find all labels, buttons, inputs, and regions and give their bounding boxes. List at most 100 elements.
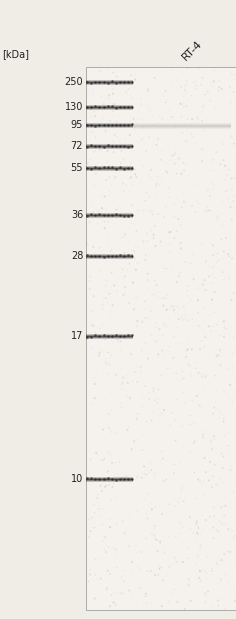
Point <box>177 314 181 324</box>
Point <box>183 119 187 129</box>
Point <box>197 573 201 583</box>
Point <box>181 483 185 493</box>
Point <box>101 305 105 314</box>
Point <box>131 180 135 190</box>
Point <box>117 588 121 598</box>
Point <box>114 331 118 340</box>
Point <box>182 196 185 206</box>
Point <box>188 448 192 457</box>
Point <box>216 595 220 605</box>
Point <box>89 474 93 483</box>
Point <box>215 147 218 157</box>
Point <box>148 457 152 467</box>
Point <box>110 162 114 172</box>
Point <box>122 480 125 490</box>
Point <box>89 526 93 536</box>
Point <box>111 136 115 146</box>
Point <box>203 275 206 285</box>
Point <box>230 254 234 264</box>
Point <box>202 326 205 336</box>
Point <box>175 277 179 287</box>
Point <box>126 331 130 340</box>
Point <box>173 584 176 594</box>
Point <box>85 163 89 173</box>
Point <box>98 144 102 154</box>
Point <box>88 154 92 164</box>
Point <box>154 318 158 327</box>
Point <box>148 263 152 273</box>
Point <box>154 181 158 191</box>
Point <box>232 288 236 298</box>
Point <box>105 468 109 478</box>
Point <box>207 321 211 331</box>
Point <box>85 332 89 342</box>
Bar <box>86 126 133 127</box>
Point <box>194 284 197 294</box>
Point <box>90 474 93 484</box>
Point <box>233 297 236 307</box>
Point <box>93 415 97 425</box>
Point <box>216 211 220 221</box>
Point <box>155 335 159 345</box>
Point <box>157 404 160 414</box>
Point <box>206 185 210 195</box>
Point <box>224 233 228 243</box>
Point <box>132 114 135 124</box>
Point <box>116 335 120 345</box>
Point <box>129 168 132 178</box>
Point <box>143 338 147 348</box>
Point <box>108 601 112 611</box>
Point <box>222 413 226 423</box>
Point <box>190 129 193 139</box>
Point <box>210 295 214 305</box>
Point <box>202 477 206 487</box>
Bar <box>86 79 133 80</box>
Point <box>194 358 198 368</box>
Point <box>147 313 151 322</box>
Point <box>105 275 109 285</box>
Point <box>174 556 178 566</box>
Point <box>228 245 231 255</box>
Point <box>146 236 149 246</box>
Point <box>126 223 130 233</box>
Point <box>201 342 205 352</box>
Point <box>200 426 204 436</box>
Point <box>170 408 173 418</box>
Point <box>114 601 118 611</box>
Point <box>206 87 210 97</box>
Text: 55: 55 <box>71 163 83 173</box>
Point <box>143 313 147 323</box>
Point <box>232 531 236 541</box>
Bar <box>86 124 133 126</box>
Point <box>181 315 185 325</box>
Point <box>110 102 114 111</box>
Point <box>232 203 236 213</box>
Point <box>110 405 114 415</box>
Point <box>121 373 125 383</box>
Point <box>203 489 207 499</box>
Point <box>114 549 118 559</box>
Point <box>119 345 123 355</box>
Point <box>121 232 125 242</box>
Point <box>131 278 135 288</box>
Point <box>165 305 169 314</box>
Bar <box>86 108 133 110</box>
Point <box>196 308 200 318</box>
Point <box>101 425 105 435</box>
Point <box>204 256 208 266</box>
Point <box>167 240 171 250</box>
Point <box>130 250 134 260</box>
Bar <box>86 335 133 337</box>
Point <box>224 492 228 502</box>
Point <box>231 571 235 581</box>
Point <box>144 589 148 599</box>
Point <box>125 392 129 402</box>
Point <box>154 287 158 297</box>
Point <box>115 72 118 82</box>
Point <box>132 165 136 175</box>
Point <box>89 141 93 150</box>
Point <box>106 77 110 87</box>
Point <box>86 240 90 249</box>
Point <box>108 360 112 370</box>
Point <box>217 255 221 265</box>
